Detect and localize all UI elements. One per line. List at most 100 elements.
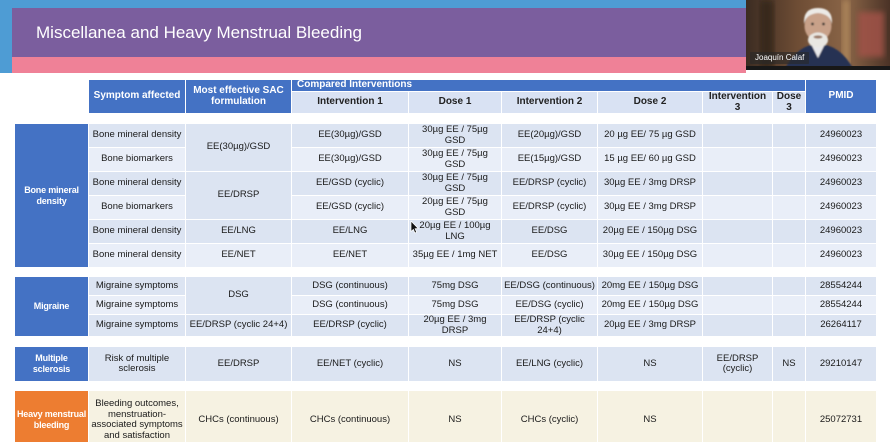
pmid-cell: 24960023	[805, 195, 877, 220]
intervention-dose-cell	[772, 123, 806, 148]
sac-formulation-cell: EE(30µg)/GSD	[185, 123, 292, 172]
column-header-intervention-1: Intervention 1	[291, 91, 409, 114]
table-row: Migraine symptoms DSG (continuous) 75mg DS…	[15, 295, 877, 315]
intervention-dose-cell: EE(15µg)/GSD	[501, 147, 598, 172]
sac-formulation-cell: EE/LNG	[185, 219, 292, 244]
intervention-dose-cell	[772, 314, 806, 337]
intervention-dose-cell: CHCs (cyclic)	[501, 390, 598, 442]
column-header-dose-1: Dose 1	[408, 91, 502, 114]
intervention-dose-cell: EE/LNG (cyclic)	[501, 346, 598, 382]
table-row: Bone mineral density Bone mineral density…	[14, 123, 877, 268]
sac-formulation-cell: EE/DRSP	[185, 171, 292, 220]
intervention-dose-cell: NS	[408, 346, 502, 382]
intervention-dose-cell: 20 µg EE/ 75 µg GSD	[597, 123, 703, 148]
symptom-cell: Bone biomarkers	[88, 195, 186, 220]
symptom-cell: Bone mineral density	[88, 123, 186, 148]
page-title: Miscellanea and Heavy Menstrual Bleeding	[36, 22, 363, 42]
intervention-dose-cell: 30µg EE / 75µg GSD	[408, 123, 502, 148]
table-row: Multiple sclerosis Risk of multiple scler…	[14, 346, 877, 382]
column-header-intervention-3: Intervention 3	[702, 91, 773, 114]
intervention-dose-cell: DSG (continuous)	[291, 276, 409, 296]
table-row: Bone mineral density EE/LNG EE/LNG 20µg EE …	[15, 219, 877, 244]
intervention-dose-cell: 30µg EE / 75µg GSD	[408, 147, 502, 172]
symptom-cell: Migraine symptoms	[88, 276, 186, 296]
intervention-dose-cell: EE/DRSP (cyclic)	[702, 346, 773, 382]
intervention-dose-cell	[772, 147, 806, 172]
intervention-dose-cell: EE/GSD (cyclic)	[291, 195, 409, 220]
pmid-cell: 24960023	[805, 171, 877, 196]
table-group: Migraine Migraine symptoms DSG DSG (continu…	[14, 276, 877, 337]
intervention-dose-cell	[702, 314, 773, 337]
category-cell: Multiple sclerosis	[14, 346, 89, 382]
table-row: Heavy menstrual bleeding Bleeding outcome…	[14, 390, 877, 442]
intervention-dose-cell	[702, 390, 773, 442]
intervention-dose-cell: EE/DRSP (cyclic)	[501, 195, 598, 220]
intervention-dose-cell: NS	[772, 346, 806, 382]
table-body-groups: Bone mineral density Bone mineral density…	[14, 123, 877, 442]
intervention-dose-cell: 20µg EE / 75µg GSD	[408, 195, 502, 220]
table-row: Bone mineral density EE/DRSP EE/GSD (cycli…	[15, 171, 877, 220]
column-header-sac: Most effective SAC formulation	[185, 79, 292, 114]
table-row: Bone mineral density EE/NET EE/NET 35µg EE …	[15, 243, 877, 268]
intervention-dose-cell: EE/LNG	[291, 219, 409, 244]
sac-formulation-cell: EE/DRSP (cyclic 24+4)	[185, 314, 292, 337]
symptom-cell: Risk of multiple sclerosis	[88, 346, 186, 382]
table-group: Bone mineral density Bone mineral density…	[14, 123, 877, 268]
intervention-dose-cell: EE(30µg)/GSD	[291, 123, 409, 148]
pmid-cell: 24960023	[805, 147, 877, 172]
sac-formulation-cell: DSG	[185, 276, 292, 315]
intervention-dose-cell	[702, 171, 773, 196]
intervention-dose-cell	[772, 243, 806, 268]
intervention-dose-cell: 75mg DSG	[408, 295, 502, 315]
intervention-dose-cell: NS	[408, 390, 502, 442]
intervention-dose-cell	[702, 276, 773, 296]
sac-formulation-cell: EE/NET	[185, 243, 292, 268]
participant-name-label: Joaquín Calaf	[750, 52, 810, 64]
intervention-dose-cell: 35µg EE / 1mg NET	[408, 243, 502, 268]
intervention-dose-cell: 15 µg EE/ 60 µg GSD	[597, 147, 703, 172]
column-header-intervention-2: Intervention 2	[501, 91, 598, 114]
intervention-dose-cell	[702, 195, 773, 220]
table-group: Multiple sclerosis Risk of multiple scler…	[14, 346, 877, 382]
sac-formulation-cell: EE/DRSP	[185, 346, 292, 382]
header-spacer-cell	[14, 79, 89, 114]
intervention-dose-cell: CHCs (continuous)	[291, 390, 409, 442]
intervention-dose-cell	[772, 295, 806, 315]
intervention-dose-cell: 20µg EE / 100µg LNG	[408, 219, 502, 244]
webcam-letterbox	[746, 66, 890, 70]
intervention-dose-cell: EE/DSG (cyclic)	[501, 295, 598, 315]
intervention-dose-cell: 20mg EE / 150µg DSG	[597, 276, 703, 296]
intervention-dose-cell: EE/DSG	[501, 243, 598, 268]
pmid-cell: 29210147	[805, 346, 877, 382]
intervention-dose-cell: EE/DSG (continuous)	[501, 276, 598, 296]
symptom-cell: Migraine symptoms	[88, 314, 186, 337]
symptom-cell: Bone mineral density	[88, 171, 186, 196]
table-row: Migraine symptoms EE/DRSP (cyclic 24+4) EE…	[15, 314, 877, 337]
symptom-cell: Migraine symptoms	[88, 295, 186, 315]
intervention-dose-cell: 20mg EE / 150µg DSG	[597, 295, 703, 315]
intervention-dose-cell	[772, 171, 806, 196]
category-cell: Bone mineral density	[14, 123, 89, 268]
pmid-cell: 26264117	[805, 314, 877, 337]
slide-title-banner: Miscellanea and Heavy Menstrual Bleeding	[12, 8, 746, 57]
table-group: Heavy menstrual bleeding Bleeding outcome…	[14, 390, 877, 442]
table-row: Bone biomarkers EE(30µg)/GSD 30µg EE / 75µ…	[15, 147, 877, 172]
pmid-cell: 28554244	[805, 295, 877, 315]
symptom-cell: Bone mineral density	[88, 219, 186, 244]
category-cell: Heavy menstrual bleeding	[14, 390, 89, 442]
intervention-dose-cell: 20µg EE / 3mg DRSP	[597, 314, 703, 337]
intervention-dose-cell	[702, 219, 773, 244]
intervention-dose-cell: 30µg EE / 150µg DSG	[597, 243, 703, 268]
webcam-video[interactable]: Joaquín Calaf	[746, 0, 890, 70]
left-accent-strip	[0, 0, 12, 73]
intervention-dose-cell	[702, 243, 773, 268]
intervention-dose-cell	[702, 295, 773, 315]
intervention-dose-cell: EE(30µg)/GSD	[291, 147, 409, 172]
pmid-cell: 24960023	[805, 243, 877, 268]
intervention-dose-cell: EE/DSG	[501, 219, 598, 244]
table-header: Symptom affected Most effective SAC form…	[14, 79, 878, 114]
intervention-dose-cell: 30µg EE / 3mg DRSP	[597, 195, 703, 220]
column-header-pmid: PMID	[805, 79, 878, 114]
intervention-dose-cell: EE(20µg)/GSD	[501, 123, 598, 148]
